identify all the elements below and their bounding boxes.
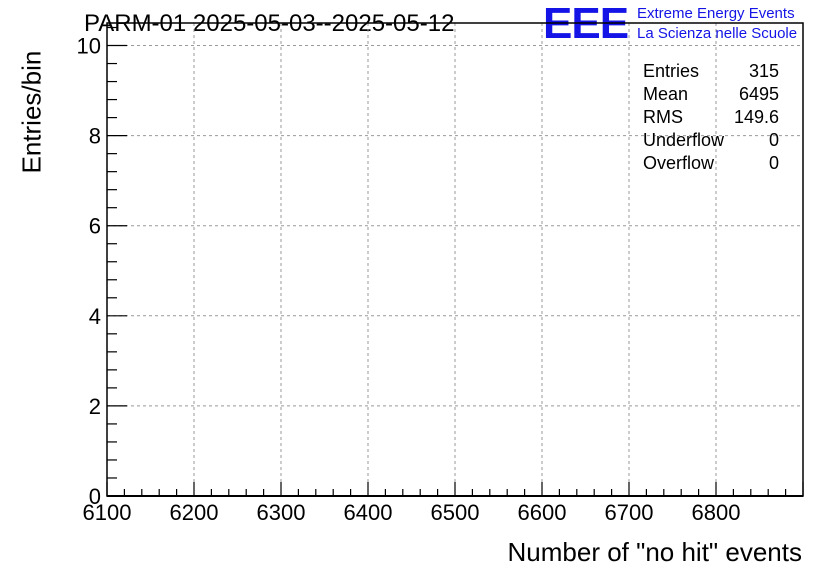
stat-entries: Entries 315 (643, 60, 779, 83)
stat-value: 315 (748, 61, 779, 81)
x-tick-label: 6100 (83, 500, 132, 525)
brand-text: Extreme Energy Events La Scienza nelle S… (637, 4, 797, 44)
x-tick-label: 6300 (257, 500, 306, 525)
x-tick-label: 6500 (431, 500, 480, 525)
x-axis-label: Number of "no hit" events (507, 537, 803, 567)
stat-label: Underflow (643, 130, 725, 150)
x-tick-label: 6700 (605, 500, 654, 525)
stat-value: 0 (768, 153, 779, 173)
stat-overflow: Overflow 0 (643, 152, 779, 175)
y-axis-label: Entries/bin (16, 50, 47, 174)
stat-value: 149.6 (733, 107, 779, 127)
x-tick-label: 6400 (344, 500, 393, 525)
x-tick-label: 6800 (692, 500, 741, 525)
x-tick-label: 6200 (170, 500, 219, 525)
stat-mean: Mean 6495 (643, 83, 779, 106)
stats-box: Entries 315 Mean 6495 RMS 149.6 Underflow 0 … (643, 60, 779, 175)
y-tick-label: 6 (89, 214, 101, 239)
stat-label: Mean (643, 84, 689, 104)
y-tick-label: 0 (89, 484, 101, 509)
y-tick-label: 2 (89, 394, 101, 419)
brand-line-2: La Scienza nelle Scuole (637, 25, 798, 42)
y-tick-label: 4 (89, 304, 101, 329)
brand-line-1: Extreme Energy Events (637, 5, 795, 22)
stat-label: RMS (643, 107, 683, 127)
stat-label: Overflow (643, 153, 715, 173)
y-tick-label: 10 (77, 34, 101, 59)
stat-underflow: Underflow 0 (643, 129, 779, 152)
stat-value: 0 (768, 130, 779, 150)
stat-label: Entries (643, 61, 700, 81)
stat-value: 6495 (738, 84, 779, 104)
y-tick-label: 8 (89, 124, 101, 149)
x-tick-label: 6600 (518, 500, 567, 525)
stat-rms: RMS 149.6 (643, 106, 779, 129)
